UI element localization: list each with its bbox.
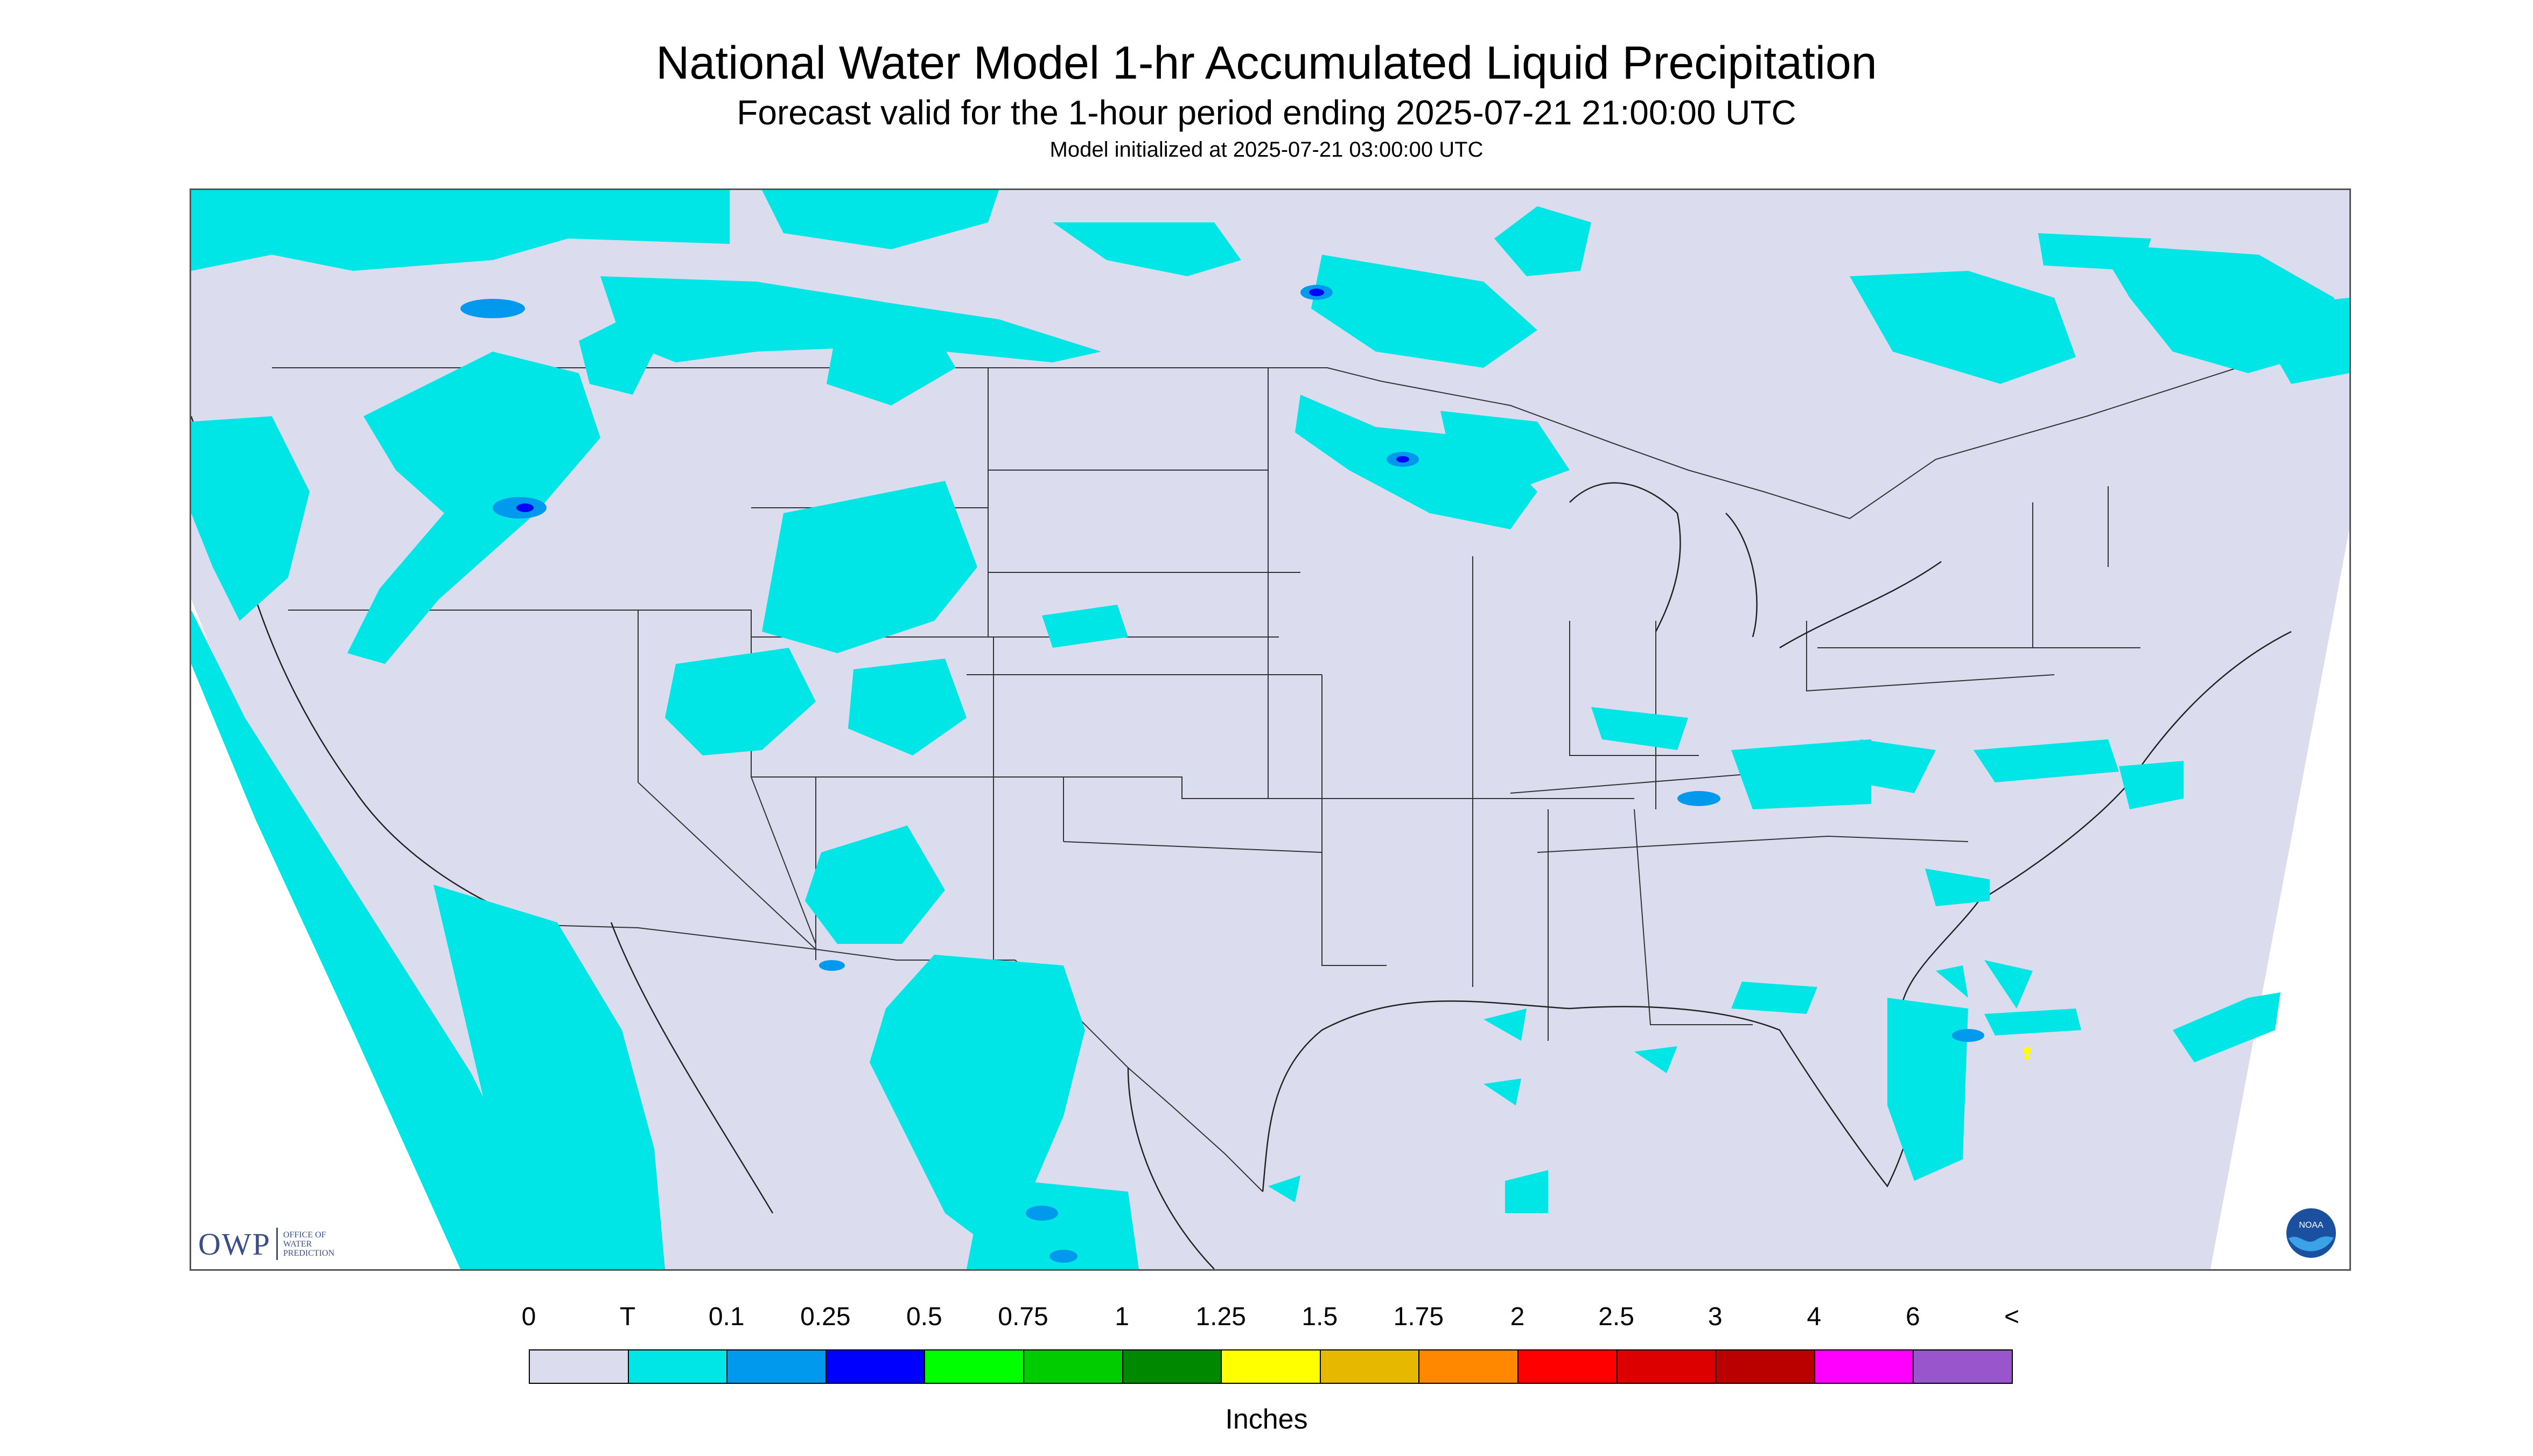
great-lakes xyxy=(1569,482,1942,649)
us-canada-border xyxy=(272,335,2335,520)
legend-swatch xyxy=(726,1349,827,1384)
legend-tick-label: 6 xyxy=(1906,1303,1920,1331)
legend-swatch xyxy=(1122,1349,1222,1384)
state-line xyxy=(1537,835,1969,853)
legend-tick-label: 1.5 xyxy=(1302,1303,1338,1331)
precip-heavy xyxy=(2024,1047,2031,1060)
legend-swatch xyxy=(1418,1349,1519,1384)
state-line xyxy=(1806,621,2055,692)
legend-swatch xyxy=(1221,1349,1321,1384)
state-line xyxy=(1634,809,1753,1025)
owp-logo-divider xyxy=(276,1228,278,1260)
state-line xyxy=(945,776,1064,842)
legend-tick-label: 1.25 xyxy=(1195,1303,1246,1331)
outside-domain-right xyxy=(2210,529,2349,1269)
precip-trace xyxy=(191,190,2349,1269)
legend-swatch xyxy=(529,1349,629,1384)
legend-tick-label: < xyxy=(2004,1303,2020,1331)
state-line xyxy=(1063,841,1323,853)
page-title: National Water Model 1-hr Accumulated Li… xyxy=(656,37,1877,89)
legend-tick-label: 1 xyxy=(1115,1303,1129,1331)
state-line xyxy=(1321,675,1387,966)
legend-swatch xyxy=(1715,1349,1815,1384)
owp-logo-subtext: OFFICE OF WATER PREDICTION xyxy=(283,1230,334,1258)
legend-swatch xyxy=(1814,1349,1914,1384)
legend-tick-label: T xyxy=(619,1303,636,1331)
boundary-lines xyxy=(272,335,2335,1192)
legend-tick-label: 0.5 xyxy=(906,1303,942,1331)
legend-swatch xyxy=(1319,1349,1420,1384)
legend-tick-label: 4 xyxy=(1807,1303,1822,1331)
gulf-coast xyxy=(1262,631,2292,1192)
noaa-logo-icon: NOAA xyxy=(2284,1206,2338,1260)
legend-tick-label: 0.25 xyxy=(800,1303,851,1331)
forecast-valid-subtitle: Forecast valid for the 1-hour period end… xyxy=(737,93,1796,132)
legend-tick-label: 0 xyxy=(521,1303,536,1331)
legend-units-label: Inches xyxy=(1225,1404,1308,1435)
legend-swatch xyxy=(825,1349,926,1384)
legend-tick-label: 2 xyxy=(1510,1303,1525,1331)
state-line xyxy=(638,610,816,950)
legend-swatch xyxy=(627,1349,728,1384)
legend-swatch xyxy=(1517,1349,1618,1384)
svg-text:NOAA: NOAA xyxy=(2299,1221,2324,1230)
legend-tick-label: 2.5 xyxy=(1598,1303,1634,1331)
legend-swatch xyxy=(1616,1349,1717,1384)
model-init-label: Model initialized at 2025-07-21 03:00:00… xyxy=(1049,138,1484,162)
owp-logo: OWP OFFICE OF WATER PREDICTION xyxy=(198,1222,334,1265)
legend-tick-label: 3 xyxy=(1708,1303,1723,1331)
legend-swatch xyxy=(1023,1349,1123,1384)
legend-tick-label: 0.1 xyxy=(708,1303,745,1331)
precip-moderate xyxy=(516,289,1409,512)
state-line xyxy=(751,776,816,944)
legend-swatch xyxy=(1913,1349,2013,1384)
mexico-coast xyxy=(610,922,1215,1269)
precip-light xyxy=(460,285,1984,1263)
legend-tick-label: 1.75 xyxy=(1393,1303,1444,1331)
precipitation-map xyxy=(190,188,2351,1271)
legend-swatch xyxy=(924,1349,1024,1384)
owp-logo-text: OWP xyxy=(198,1226,271,1262)
legend-tick-label: 0.75 xyxy=(998,1303,1048,1331)
